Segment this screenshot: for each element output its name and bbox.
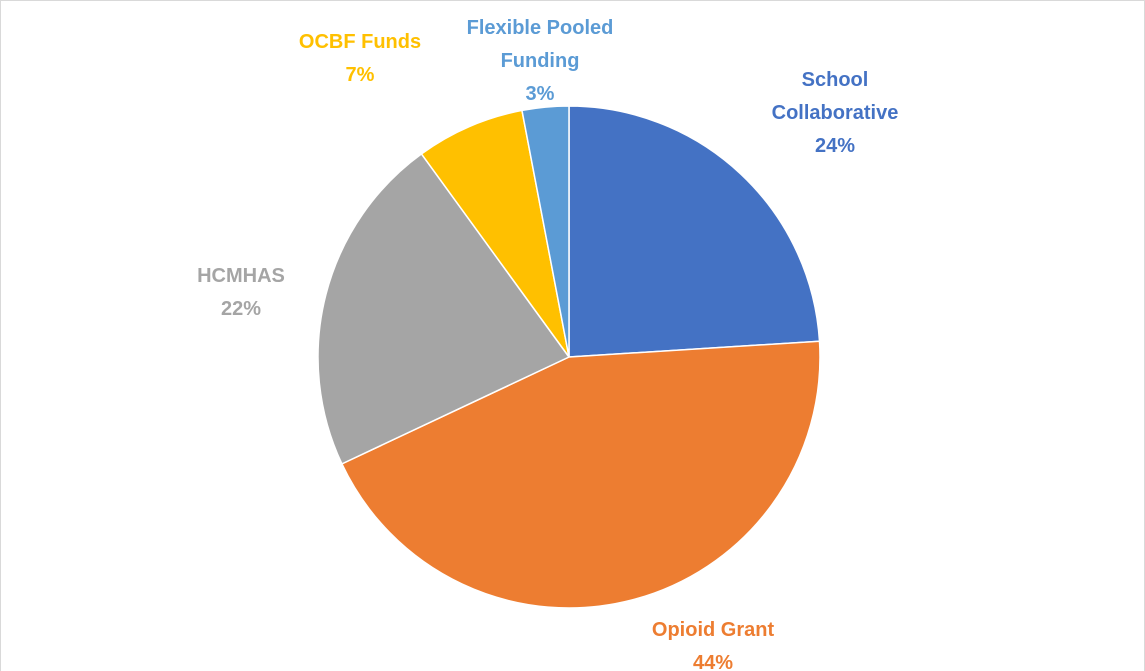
pie-slice (420, 109, 570, 358)
slice-value: 24% (814, 135, 856, 157)
slice-label: OCBF Funds 7% (270, 26, 450, 92)
slice-value: 7% (345, 64, 375, 86)
pie-slice (317, 152, 571, 465)
slice-value: 44% (692, 652, 734, 671)
slice-label: HCMHAS 22% (161, 260, 321, 326)
slice-label: School Collaborative 24% (740, 64, 930, 163)
slice-name: OCBF Funds (298, 31, 422, 53)
slice-name: Opioid Grant (651, 619, 775, 641)
slice-value: 22% (220, 298, 262, 320)
slice-name: HCMHAS (197, 265, 285, 287)
slice-label: Opioid Grant 44% (593, 614, 833, 671)
slice-name: Flexible Pooled Funding (466, 17, 614, 72)
pie-slice (568, 105, 821, 358)
pie-slice (521, 105, 570, 358)
slice-value: 3% (525, 83, 555, 105)
slice-name: School Collaborative (771, 69, 899, 124)
slice-label: Flexible Pooled Funding 3% (435, 12, 645, 111)
